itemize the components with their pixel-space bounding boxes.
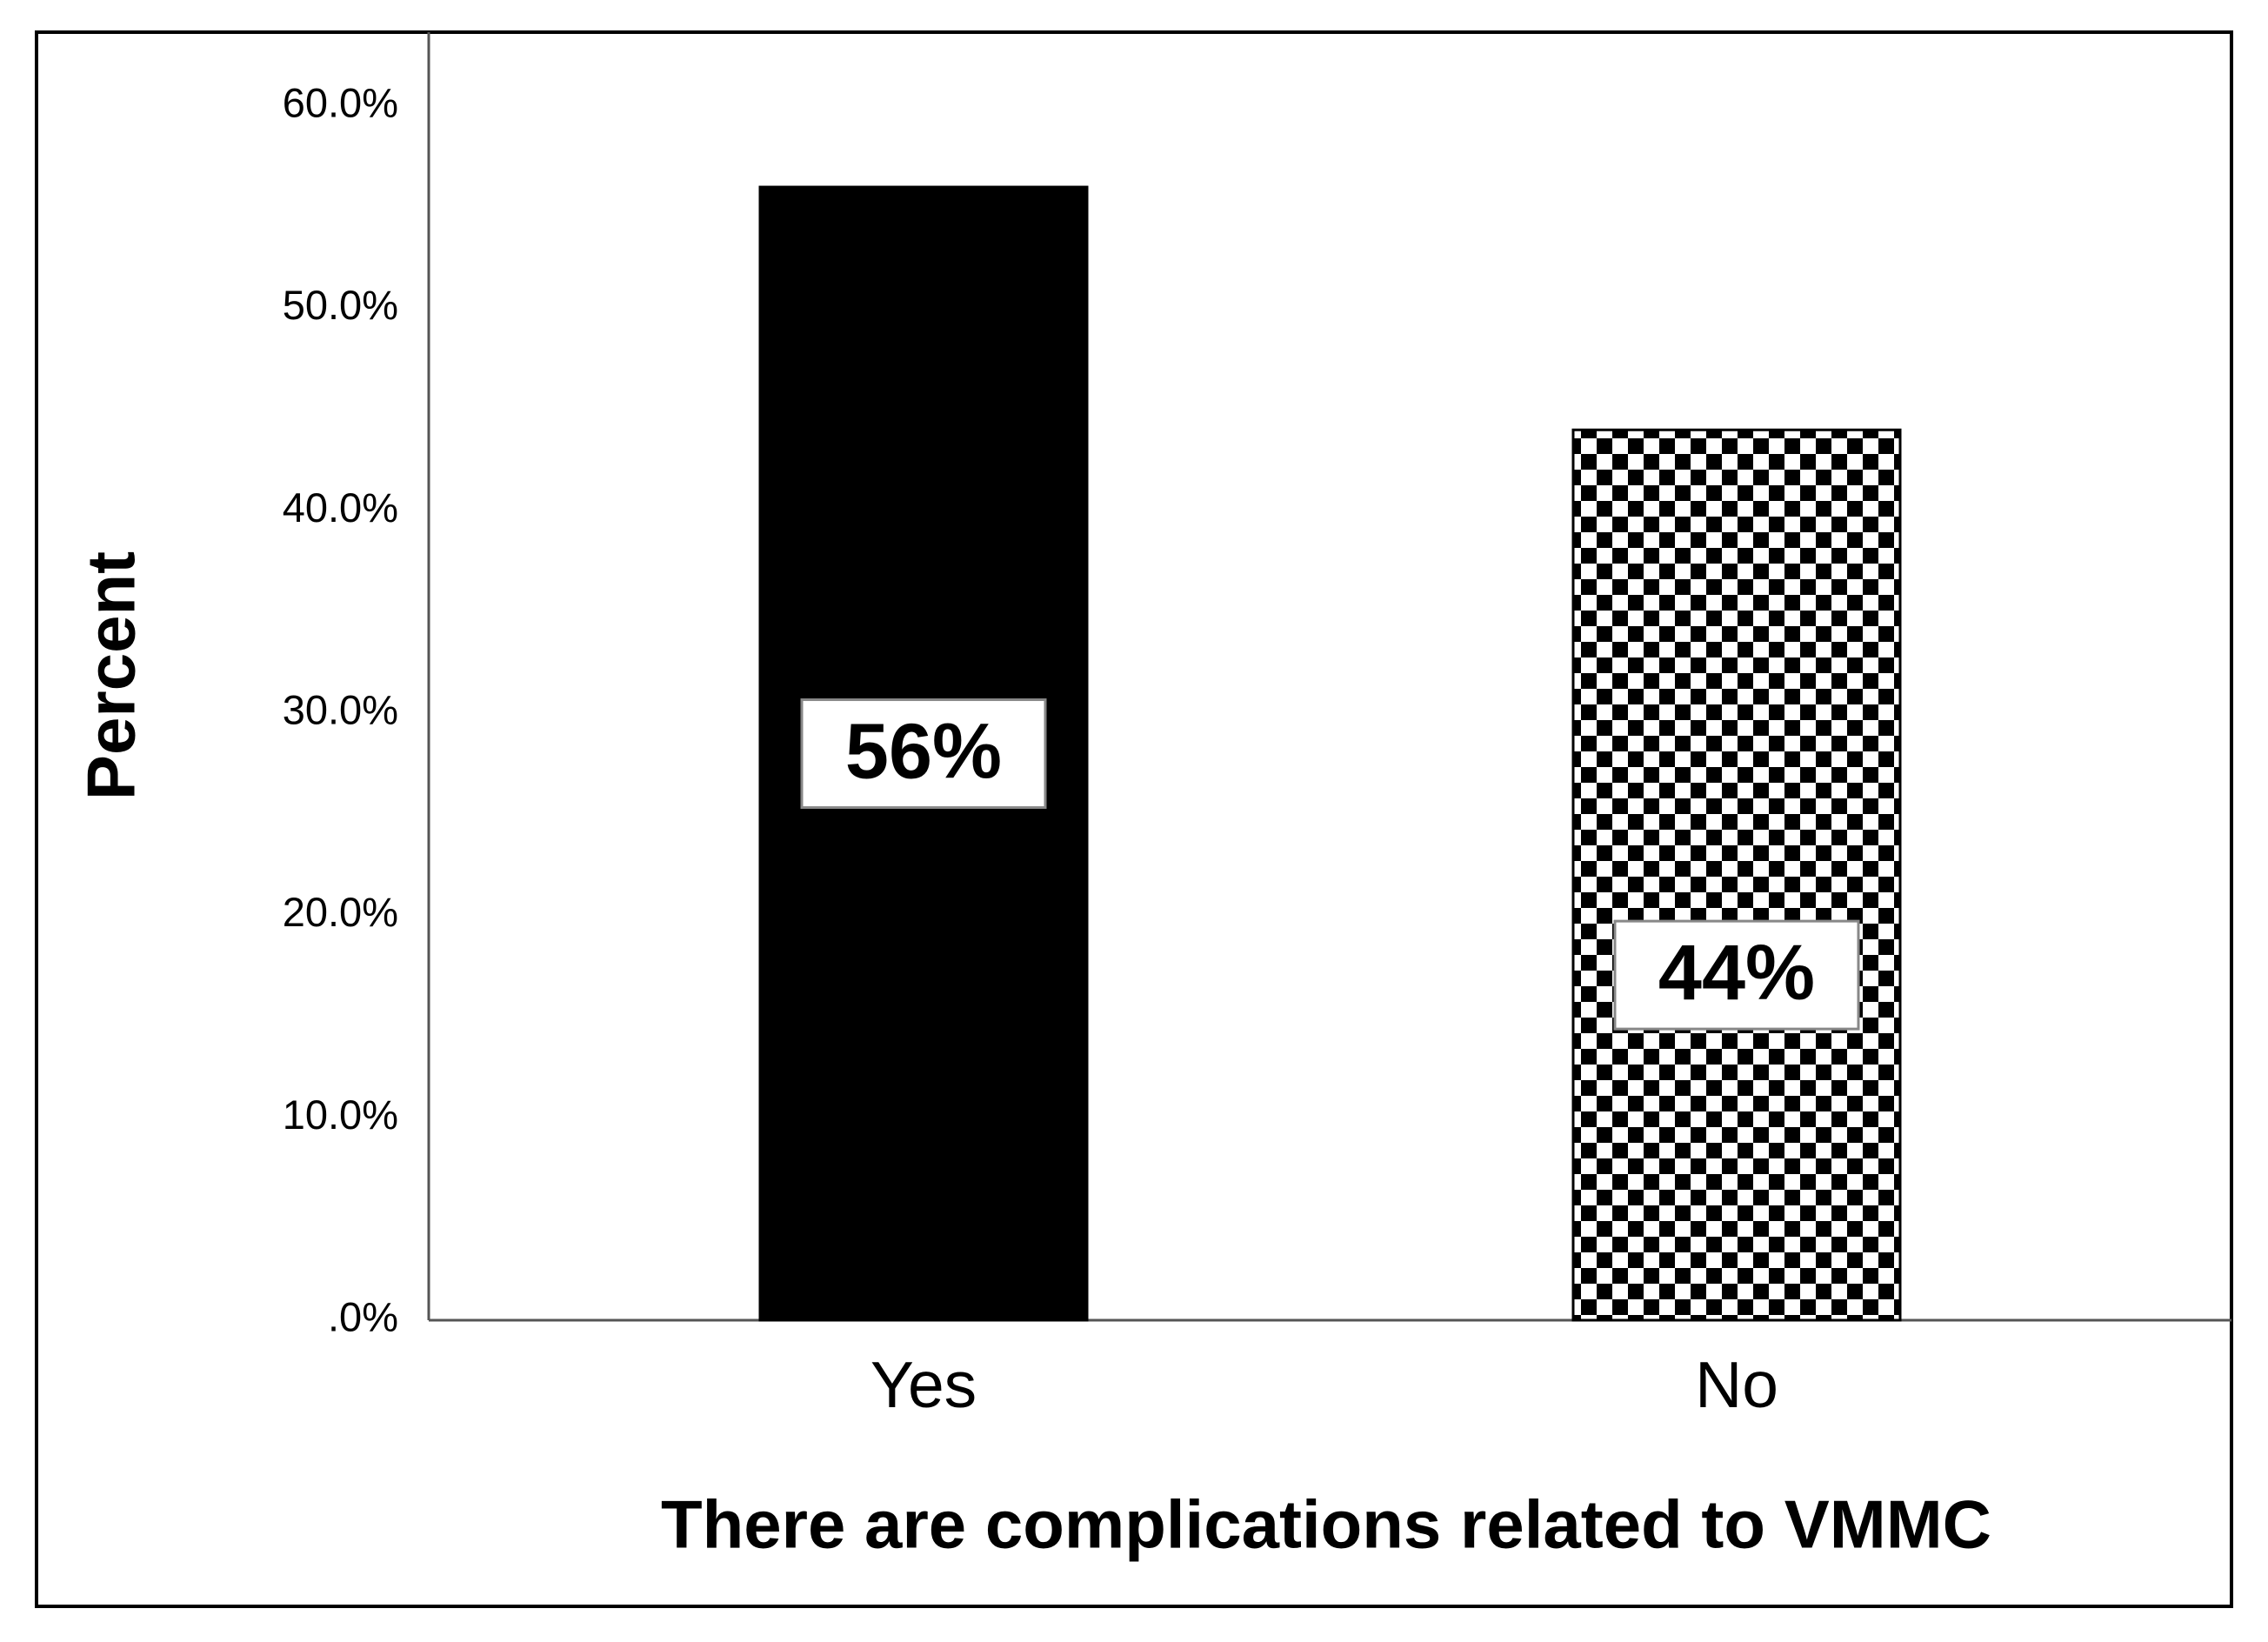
x-tick-label: No bbox=[1695, 1348, 1778, 1421]
y-tick-label: 50.0% bbox=[283, 282, 398, 328]
y-tick-label: 60.0% bbox=[283, 79, 398, 125]
x-axis-title: There are complications related to VMMC bbox=[661, 1486, 1991, 1563]
y-tick-label: .0% bbox=[328, 1293, 398, 1339]
value-label: 56% bbox=[845, 708, 1002, 795]
y-tick-label: 10.0% bbox=[283, 1091, 398, 1138]
y-tick-label: 20.0% bbox=[283, 889, 398, 935]
value-label: 44% bbox=[1658, 930, 1815, 1017]
value-label-box bbox=[1613, 919, 1860, 1031]
bar bbox=[1571, 428, 1902, 1322]
value-label-box bbox=[800, 698, 1047, 810]
x-tick-label: Yes bbox=[871, 1348, 977, 1421]
y-axis-title: Percent bbox=[73, 551, 150, 800]
chart-border bbox=[35, 30, 2233, 1608]
y-tick-label: 40.0% bbox=[283, 484, 398, 531]
y-tick-label: 30.0% bbox=[283, 686, 398, 732]
